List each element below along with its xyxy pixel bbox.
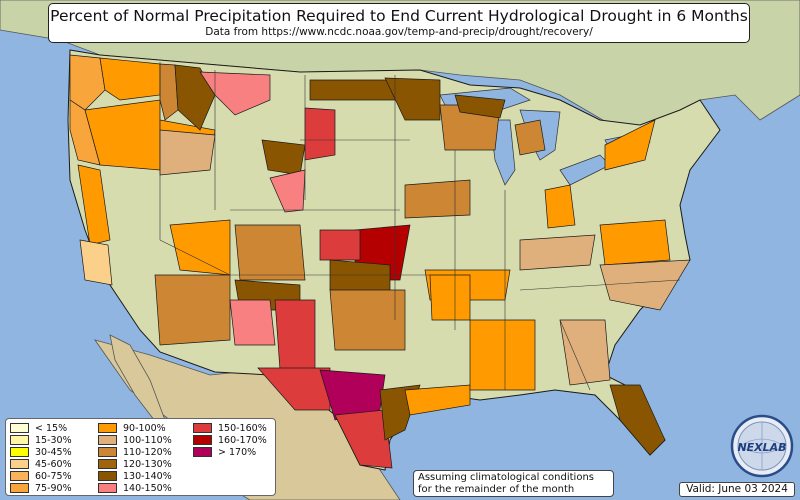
legend-swatch [10,459,29,469]
drought-region-california-central [77,164,111,246]
drought-region-california-south [79,239,113,286]
drought-region-wyoming-west [261,139,306,176]
map-title: Percent of Normal Precipitation Required… [50,7,748,25]
title-box: Percent of Normal Precipitation Required… [48,3,750,43]
legend: < 15% 15-30% 30-45% 45-60% 60-75% 75-90% 90-10… [5,418,276,496]
drought-region-nebraska-panhandle [304,107,336,161]
legend-label: 90-100% [123,422,166,434]
legend-swatch [98,435,117,445]
drought-region-virginia [599,219,671,266]
legend-item: < 15% [10,422,96,434]
note-line-2: for the remainder of the month [418,484,575,495]
drought-region-montana-west [174,64,216,131]
legend-swatch [98,459,117,469]
drought-region-nevada-central [159,129,216,176]
legend-item: 110-120% [98,446,191,458]
drought-region-minnesota [384,77,441,121]
drought-region-texas-west [257,367,331,411]
legend-swatch [98,423,117,433]
assumption-note: Assuming climatological conditions for t… [413,470,614,497]
legend-label: 75-90% [35,482,72,494]
legend-item: > 170% [193,446,279,458]
drought-region-new-york [604,119,656,171]
drought-region-washington-west [69,54,106,111]
legend-swatch [10,471,29,481]
legend-label: 110-120% [123,446,172,458]
drought-region-texas-panhandle [329,289,406,351]
legend-swatch [193,423,212,433]
drought-region-michigan-lower [514,119,546,156]
drought-region-north-dakota [309,79,396,101]
legend-item: 30-45% [10,446,96,458]
legend-label: 15-30% [35,434,72,446]
legend-swatch [98,447,117,457]
legend-swatch [98,471,117,481]
drought-region-arizona [154,274,231,346]
legend-label: 60-75% [35,470,72,482]
state-lines [159,62,681,391]
drought-region-pennsylvania [544,184,576,229]
legend-label: < 15% [35,422,68,434]
legend-label: 140-150% [123,482,172,494]
legend-label: 100-110% [123,434,172,446]
legend-item: 130-140% [98,470,191,482]
nexlab-logo: NEXLAB [730,414,794,478]
drought-region-kentucky [519,234,596,271]
legend-label: 45-60% [35,458,72,470]
legend-swatch [193,447,212,457]
drought-region-utah [169,219,231,276]
drought-region-texas-south [334,409,393,469]
legend-item: 140-150% [98,482,191,494]
legend-item: 60-75% [10,470,96,482]
legend-label: 120-130% [123,458,172,470]
legend-swatch [98,483,117,493]
legend-item: 75-90% [10,482,96,494]
legend-item: 100-110% [98,434,191,446]
legend-swatch [10,423,29,433]
drought-region-iowa-illinois [404,179,471,219]
drought-region-oregon-west [69,99,101,166]
legend-item: 160-170% [193,434,279,446]
drought-region-kansas-west [319,229,361,261]
drought-region-carolinas [599,259,691,311]
legend-label: 130-140% [123,470,172,482]
drought-region-washington-central [99,57,161,101]
drought-region-colorado [234,224,306,281]
legend-label: 150-160% [218,422,267,434]
drought-region-georgia-south [559,319,611,386]
note-line-1: Assuming climatological conditions [418,472,594,483]
legend-item: 90-100% [98,422,191,434]
legend-label: > 170% [218,446,257,458]
drought-region-new-mexico-east [229,299,276,346]
legend-label: 160-170% [218,434,267,446]
legend-item: 150-160% [193,422,279,434]
legend-label: 30-45% [35,446,72,458]
map-subtitle: Data from https://www.ncdc.noaa.gov/temp… [205,26,593,38]
valid-date: Valid: June 03 2024 [679,482,795,497]
logo-text: NEXLAB [737,441,786,454]
legend-item: 120-130% [98,458,191,470]
drought-region-florida [609,384,666,456]
drought-region-montana-north [199,71,271,116]
drought-region-mississippi-alabama [469,319,536,391]
legend-item: 15-30% [10,434,96,446]
drought-region-louisiana [404,384,471,416]
legend-item: 45-60% [10,458,96,470]
legend-swatch [193,435,212,445]
legend-swatch [10,483,29,493]
drought-region-new-mexico-south [274,299,316,371]
drought-region-michigan-up [454,94,506,119]
drought-region-texas-big-bend [319,369,386,421]
legend-swatch [10,435,29,445]
drought-region-arkansas [429,274,471,321]
legend-swatch [10,447,29,457]
